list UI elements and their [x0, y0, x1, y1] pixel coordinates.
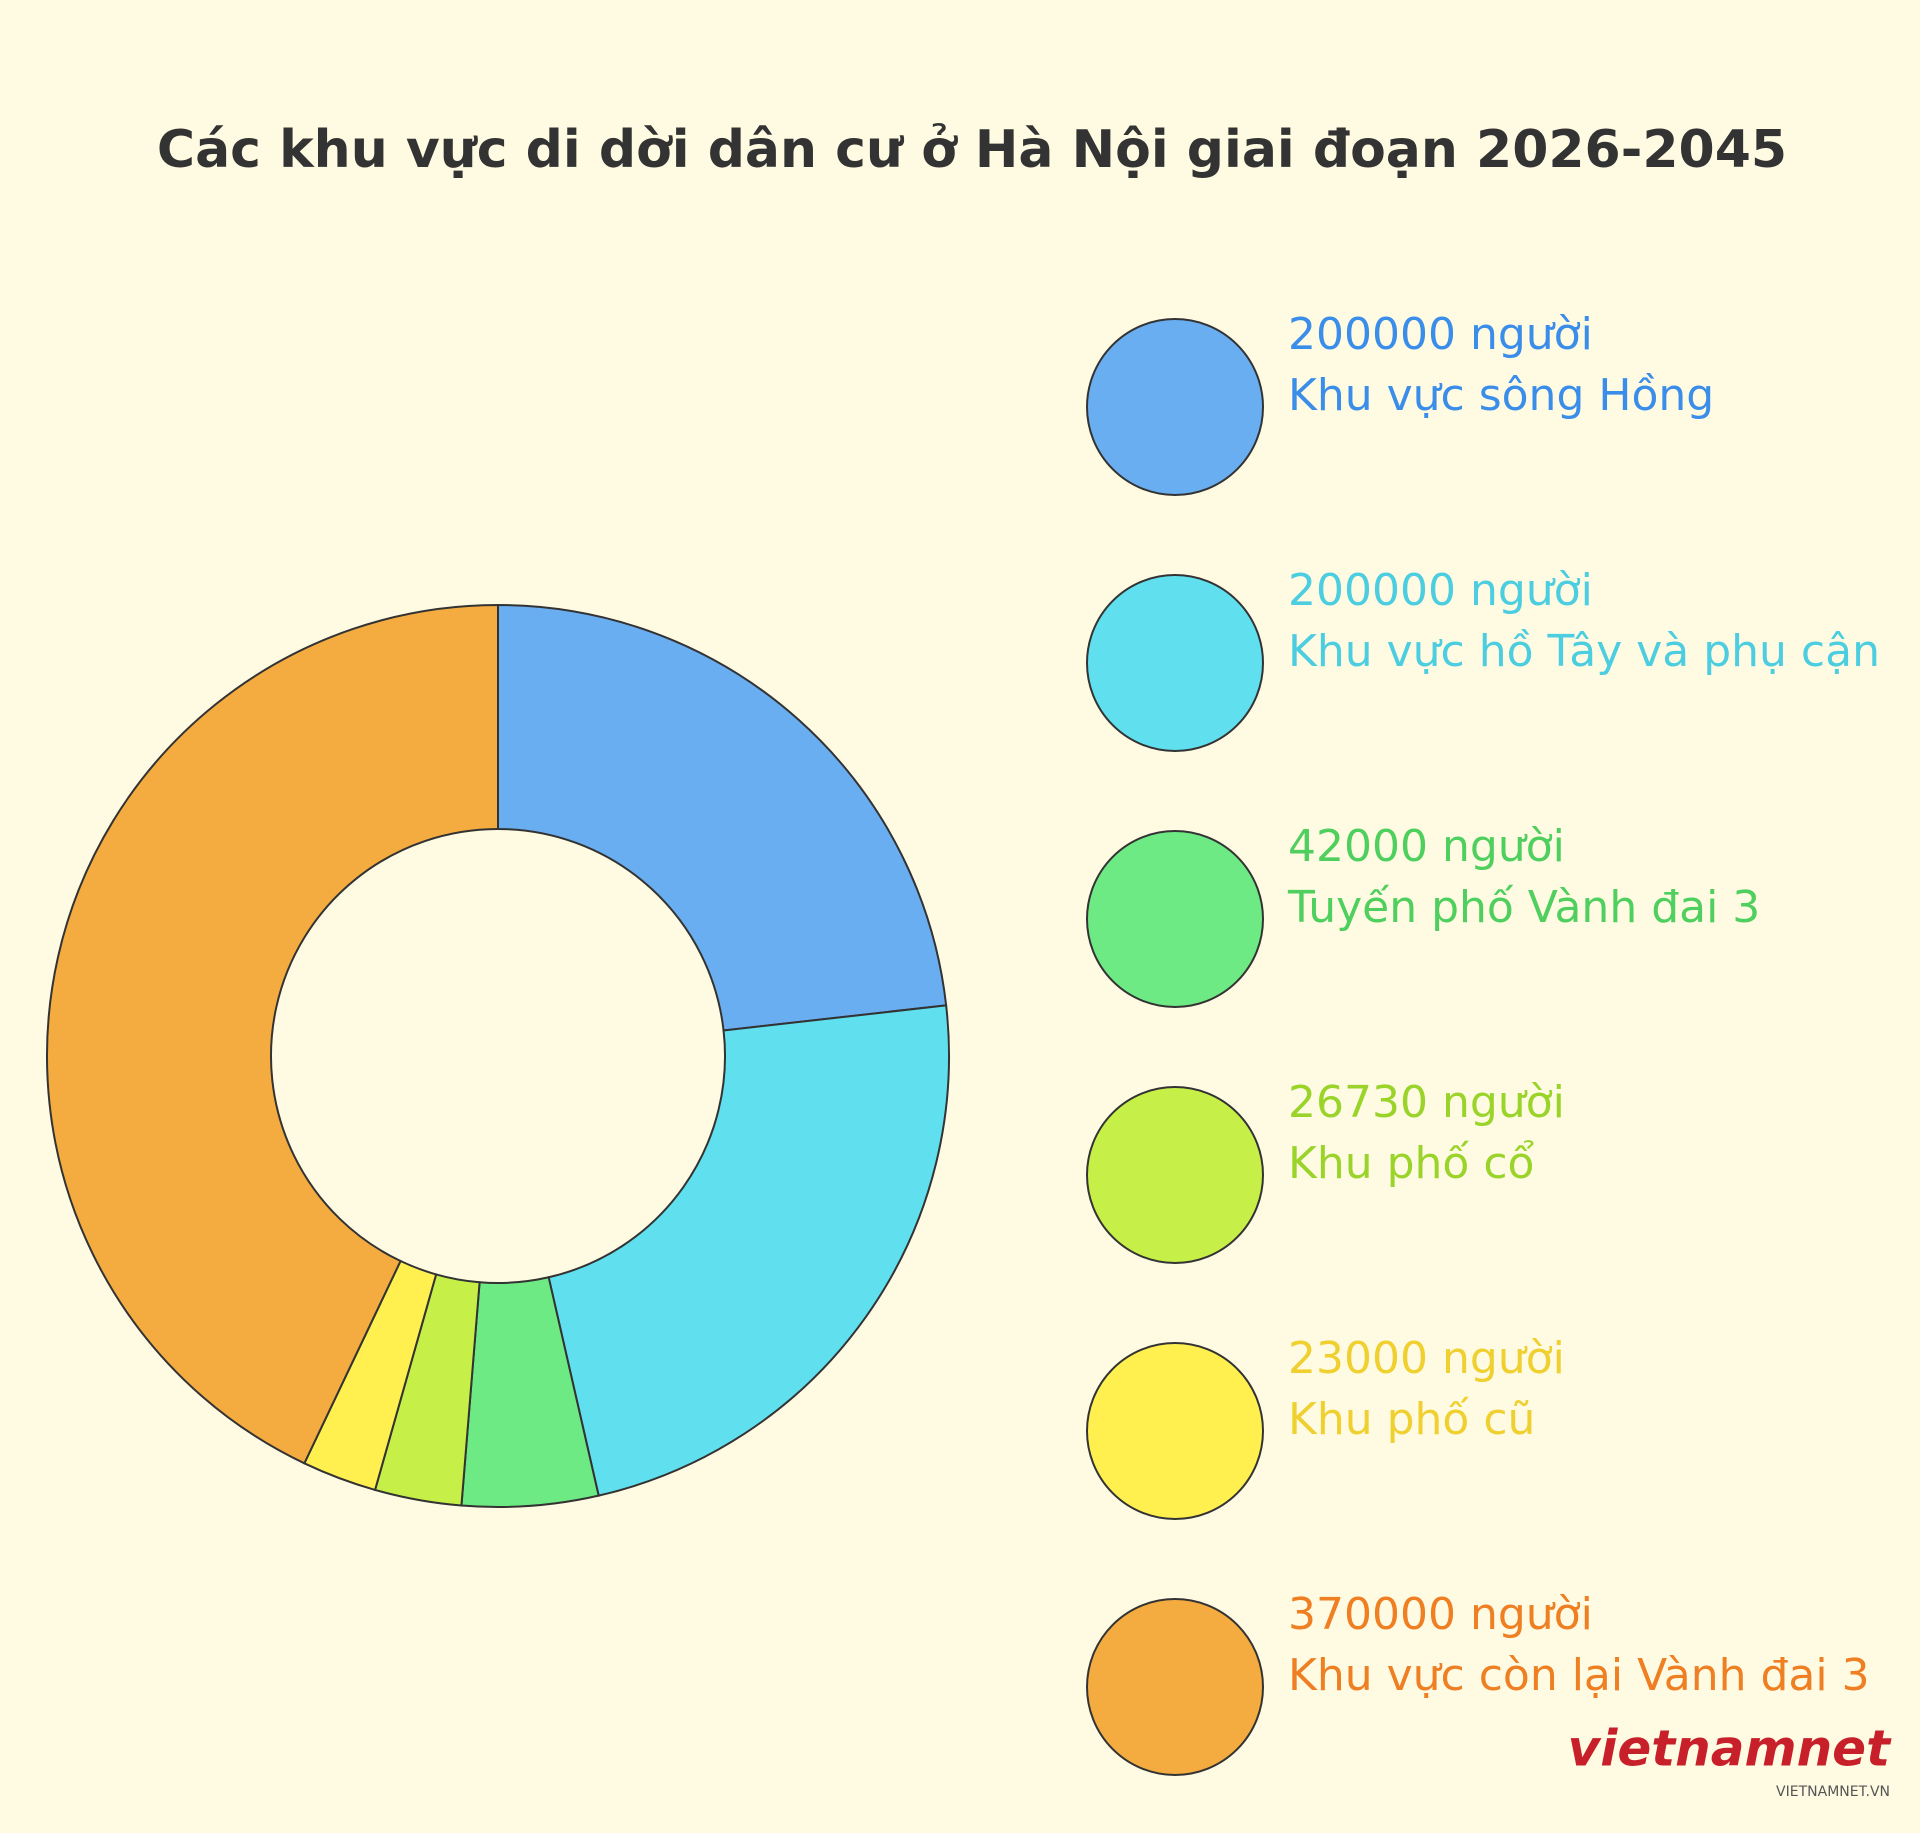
- legend-value: 26730 người: [1288, 1077, 1565, 1128]
- legend-icon: [1086, 830, 1264, 1008]
- donut-slice: [547, 1004, 950, 1497]
- legend-label: Khu phố cũ: [1288, 1394, 1535, 1445]
- watermark-url: VIETNAMNET.VN: [1776, 1784, 1890, 1800]
- legend-icon: [1086, 1342, 1264, 1520]
- chart-title: Các khu vực di dời dân cư ở Hà Nội giai …: [157, 120, 1787, 180]
- legend-icon: [1086, 574, 1264, 752]
- legend-value: 42000 người: [1288, 821, 1565, 872]
- legend-value: 370000 người: [1288, 1589, 1593, 1640]
- legend-value: 200000 người: [1288, 565, 1593, 616]
- legend-icon: [1086, 1598, 1264, 1776]
- legend-icon: [1086, 318, 1264, 496]
- legend-value: 200000 người: [1288, 309, 1593, 360]
- legend-value: 23000 người: [1288, 1333, 1565, 1384]
- legend-label: Khu vực sông Hồng: [1288, 370, 1714, 421]
- legend-label: Khu vực còn lại Vành đai 3: [1288, 1650, 1870, 1701]
- donut-slice: [46, 603, 499, 1465]
- legend-icon: [1086, 1086, 1264, 1264]
- legend-label: Tuyến phố Vành đai 3: [1287, 882, 1760, 933]
- watermark-logo: vietnamnet: [1568, 1720, 1892, 1778]
- legend-label: Khu vực hồ Tây và phụ cận: [1288, 626, 1880, 677]
- legend-label: Khu phố cổ: [1288, 1138, 1535, 1189]
- donut-slice: [497, 603, 948, 1032]
